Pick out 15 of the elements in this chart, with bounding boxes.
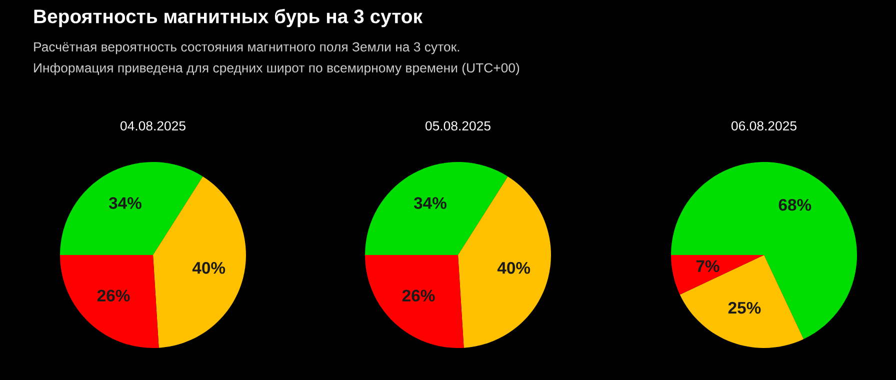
- data-label: 34%: [108, 197, 142, 209]
- data-label: 40%: [192, 262, 226, 274]
- data-label: 26%: [97, 290, 130, 302]
- data-label: 34%: [414, 197, 446, 209]
- data-label: 26%: [402, 290, 435, 302]
- data-label: 25%: [728, 302, 761, 314]
- data-label: 68%: [778, 198, 812, 211]
- chart-title: 05.08.2025: [426, 121, 490, 131]
- text: Информация приведена для средних широт по всемирному времени (UTC+00): [34, 62, 520, 76]
- text: Вероятность магнитных бурь на 3 суток: [34, 8, 423, 28]
- text: Расчётная вероятность состояния магнитного поля Земли на 3 суток.: [34, 42, 460, 54]
- data-label: 40%: [497, 262, 530, 274]
- data-label: 7%: [696, 260, 720, 272]
- chart-title: 04.08.2025: [120, 121, 186, 131]
- chart-title: 06.08.2025: [732, 121, 796, 131]
